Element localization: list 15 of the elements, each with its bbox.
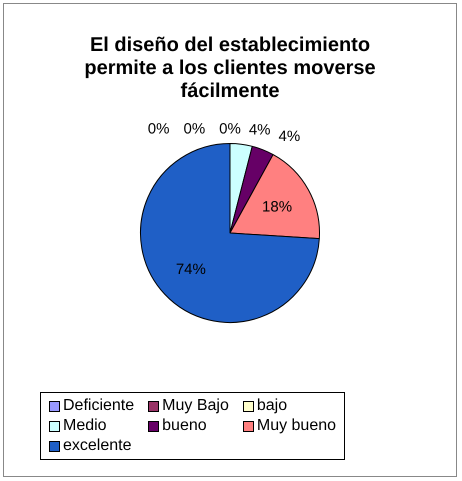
legend-label: bueno — [161, 417, 208, 435]
legend-label: Muy bueno — [256, 417, 336, 435]
data-label: 18% — [262, 198, 292, 216]
data-label: 74% — [176, 260, 206, 278]
data-label: 4% — [278, 128, 300, 145]
legend-label: Muy Bajo — [161, 397, 229, 415]
chart-title: El diseño del establecimiento permite a los clientes moverse fácilmente — [83, 34, 377, 103]
data-label: 4% — [248, 121, 271, 138]
legend-label: Deficiente — [62, 397, 134, 415]
text: 0% — [183, 120, 206, 138]
legend-label: excelente — [62, 437, 132, 455]
legend-label: bajo — [256, 397, 288, 415]
text: 0% — [148, 120, 170, 138]
text: 0% — [219, 120, 241, 138]
legend-label: Medio — [62, 417, 108, 435]
